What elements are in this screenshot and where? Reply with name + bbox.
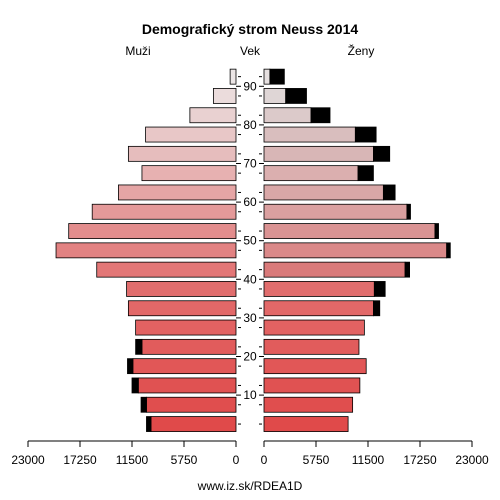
- age-tick-label: 90: [243, 79, 257, 93]
- women-bars: [263, 68, 451, 432]
- women-bar-30-34: [263, 300, 374, 317]
- men-bar-90+: [229, 68, 237, 85]
- women-excess-bar-90+: [269, 68, 285, 85]
- women-excess-bar-75-79: [354, 126, 377, 143]
- men-excess-bar-0-4: [146, 416, 152, 432]
- men-bar-30-34: [127, 300, 237, 317]
- age-label: Vek: [240, 44, 261, 58]
- age-tick-label: 50: [243, 234, 257, 248]
- men-bar-60-64: [118, 184, 237, 201]
- value-axis: 23000 17250 11500 5750 0 0 5750 11500 17250 23000: [11, 440, 489, 467]
- women-axis-tick-label: 17250: [403, 453, 437, 467]
- women-excess-bar-60-64: [382, 184, 396, 201]
- men-label: Muži: [125, 44, 150, 58]
- women-excess-bar-80-84: [310, 107, 331, 124]
- men-bar-65-69: [141, 165, 237, 182]
- men-axis-tick-label: 11500: [116, 453, 149, 467]
- men-bar-5-9: [146, 396, 237, 413]
- age-tick-label: 40: [243, 272, 257, 286]
- women-bar-40-44: [263, 261, 406, 278]
- men-bar-75-79: [145, 126, 237, 143]
- men-bar-15-19: [132, 358, 237, 375]
- men-bar-80-84: [189, 107, 237, 124]
- women-bar-25-29: [263, 319, 365, 336]
- men-axis-tick-label: 17250: [63, 453, 97, 467]
- women-excess-bar-65-69: [357, 165, 374, 182]
- men-bar-25-29: [135, 319, 237, 336]
- chart-title: Demografický strom Neuss 2014: [142, 21, 359, 37]
- men-bar-10-14: [137, 377, 237, 394]
- women-bar-60-64: [263, 184, 384, 201]
- women-bar-0-4: [263, 416, 349, 432]
- men-bar-20-24: [141, 338, 237, 355]
- men-bar-85-89: [212, 88, 237, 104]
- women-excess-bar-45-49: [446, 242, 451, 259]
- women-axis-tick-label: 0: [261, 453, 268, 467]
- women-excess-bar-50-54: [434, 223, 439, 239]
- age-tick-label: 20: [243, 350, 257, 364]
- women-bar-90+: [263, 68, 271, 85]
- women-bar-45-49: [263, 242, 448, 259]
- men-bars: [55, 68, 237, 432]
- men-bar-40-44: [96, 261, 237, 278]
- men-excess-bar-5-9: [140, 396, 147, 413]
- men-excess-bar-20-24: [135, 338, 143, 355]
- men-excess-bar-10-14: [131, 377, 139, 394]
- women-excess-bar-30-34: [373, 300, 381, 317]
- age-tick-label: 30: [243, 311, 257, 325]
- age-tick-label: 10: [243, 388, 257, 402]
- women-excess-bar-70-74: [373, 145, 391, 162]
- age-tick-label: 60: [243, 195, 257, 209]
- men-axis-tick-label: 0: [233, 453, 240, 467]
- women-excess-bar-85-89: [285, 88, 307, 104]
- women-axis-tick-label: 5750: [303, 453, 330, 467]
- men-bar-45-49: [55, 242, 237, 259]
- women-bar-80-84: [263, 107, 312, 124]
- age-tick-label: 70: [243, 157, 257, 171]
- men-bar-35-39: [126, 281, 237, 297]
- source-label: www.iz.sk/RDEA1D: [197, 479, 303, 493]
- women-excess-bar-40-44: [404, 261, 410, 278]
- men-axis-tick-label: 23000: [11, 453, 45, 467]
- women-bar-15-19: [263, 358, 367, 375]
- men-excess-bar-15-19: [127, 358, 134, 375]
- men-bar-55-59: [91, 203, 237, 220]
- women-bar-5-9: [263, 396, 354, 413]
- women-excess-bar-55-59: [406, 203, 411, 220]
- women-bar-75-79: [263, 126, 356, 143]
- age-tick-label: 80: [243, 118, 257, 132]
- women-bar-70-74: [263, 145, 374, 162]
- women-excess-bar-35-39: [373, 281, 386, 297]
- age-axis: 10 20 30 40 50 60 70 80 90: [236, 76, 264, 425]
- women-bar-55-59: [263, 203, 408, 220]
- women-label: Ženy: [348, 43, 375, 58]
- men-bar-70-74: [127, 145, 237, 162]
- men-axis-tick-label: 5750: [171, 453, 198, 467]
- women-bar-85-89: [263, 88, 287, 104]
- men-bar-0-4: [150, 416, 237, 432]
- women-bar-20-24: [263, 338, 360, 355]
- women-axis-tick-label: 23000: [455, 453, 489, 467]
- women-axis-tick-label: 11500: [352, 453, 385, 467]
- men-bar-50-54: [68, 223, 237, 239]
- women-bar-35-39: [263, 281, 375, 297]
- women-bar-65-69: [263, 165, 359, 182]
- women-bar-10-14: [263, 377, 361, 394]
- women-bar-50-54: [263, 223, 436, 239]
